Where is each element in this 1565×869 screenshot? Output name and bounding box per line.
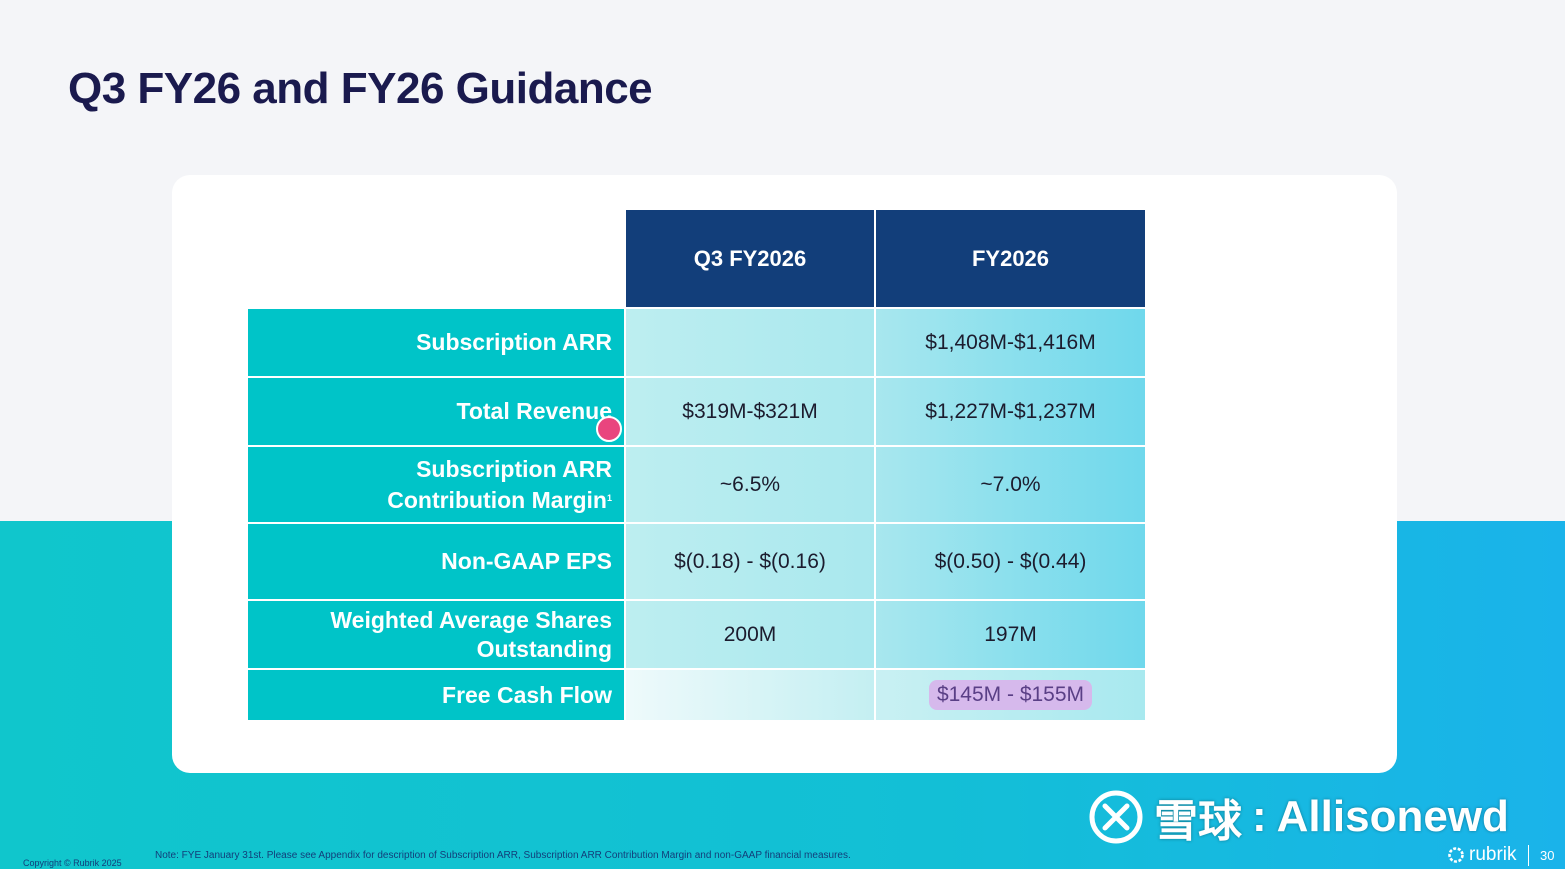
cell-q3-subscription-arr: [624, 307, 875, 377]
label-line-1: Weighted Average Shares: [330, 606, 612, 633]
watermark: 雪球 : Allisonewd: [1088, 786, 1509, 848]
row-non-gaap-eps: Non-GAAP EPS $(0.18) - $(0.16) $(0.50) -…: [248, 522, 1145, 600]
row-label-total-revenue: Total Revenue: [248, 376, 625, 446]
watermark-site: 雪球: [1154, 797, 1242, 846]
cell-fy-total-revenue: $1,227M-$1,237M: [874, 376, 1145, 446]
brand-name: rubrik: [1469, 844, 1517, 865]
xueqiu-logo-icon: [1089, 790, 1143, 844]
row-label-weighted-shares: Weighted Average Shares Outstanding: [248, 599, 625, 669]
row-free-cash-flow: Free Cash Flow $145M - $155M: [248, 668, 1145, 720]
label-line-2: Contribution Margin: [387, 486, 607, 513]
rubrik-logo-icon: [1448, 847, 1464, 863]
cell-q3-total-revenue: $319M-$321M: [624, 376, 875, 446]
row-label-contribution-margin: Subscription ARR Contribution Margin1: [248, 445, 625, 523]
cell-fy-free-cash-flow: $145M - $155M: [874, 668, 1145, 720]
header-blank-cell: [248, 210, 625, 308]
row-contribution-margin: Subscription ARR Contribution Margin1 ~6…: [248, 445, 1145, 523]
cell-fy-weighted-shares: 197M: [874, 599, 1145, 669]
page-number: 30: [1540, 848, 1555, 863]
row-label-subscription-arr: Subscription ARR: [248, 307, 625, 377]
cursor-dot: [596, 416, 622, 442]
cell-q3-free-cash-flow: [624, 668, 875, 720]
cell-q3-non-gaap-eps: $(0.18) - $(0.16): [624, 522, 875, 600]
cell-fy-contribution-margin: ~7.0%: [874, 445, 1145, 523]
footnote-text: Note: FYE January 31st. Please see Appen…: [155, 850, 851, 861]
label-line-2: Outstanding: [476, 635, 612, 662]
header-q3-fy2026: Q3 FY2026: [624, 210, 875, 308]
footnote-marker: 1: [606, 492, 612, 503]
guidance-table: Q3 FY2026 FY2026 Subscription ARR $1,408…: [248, 210, 1145, 720]
row-subscription-arr: Subscription ARR $1,408M-$1,416M: [248, 307, 1145, 377]
header-fy2026: FY2026: [874, 210, 1145, 308]
fcf-highlight: $145M - $155M: [928, 680, 1093, 710]
page-title: Q3 FY26 and FY26 Guidance: [68, 64, 653, 113]
brand-divider: [1528, 845, 1529, 866]
watermark-user: Allisonewd: [1276, 792, 1509, 841]
label-line-1: Subscription ARR: [416, 455, 612, 482]
cell-fy-non-gaap-eps: $(0.50) - $(0.44): [874, 522, 1145, 600]
row-weighted-shares: Weighted Average Shares Outstanding 200M…: [248, 599, 1145, 669]
row-total-revenue: Total Revenue $319M-$321M $1,227M-$1,237…: [248, 376, 1145, 446]
cell-q3-contribution-margin: ~6.5%: [624, 445, 875, 523]
row-label-non-gaap-eps: Non-GAAP EPS: [248, 522, 625, 600]
watermark-separator: :: [1252, 792, 1267, 841]
row-label-free-cash-flow: Free Cash Flow: [248, 668, 625, 720]
header-row: Q3 FY2026 FY2026: [248, 210, 1145, 308]
copyright: Copyright © Rubrik 2025: [23, 858, 122, 868]
cell-fy-subscription-arr: $1,408M-$1,416M: [874, 307, 1145, 377]
cell-q3-weighted-shares: 200M: [624, 599, 875, 669]
brand-logo: rubrik: [1447, 844, 1517, 866]
